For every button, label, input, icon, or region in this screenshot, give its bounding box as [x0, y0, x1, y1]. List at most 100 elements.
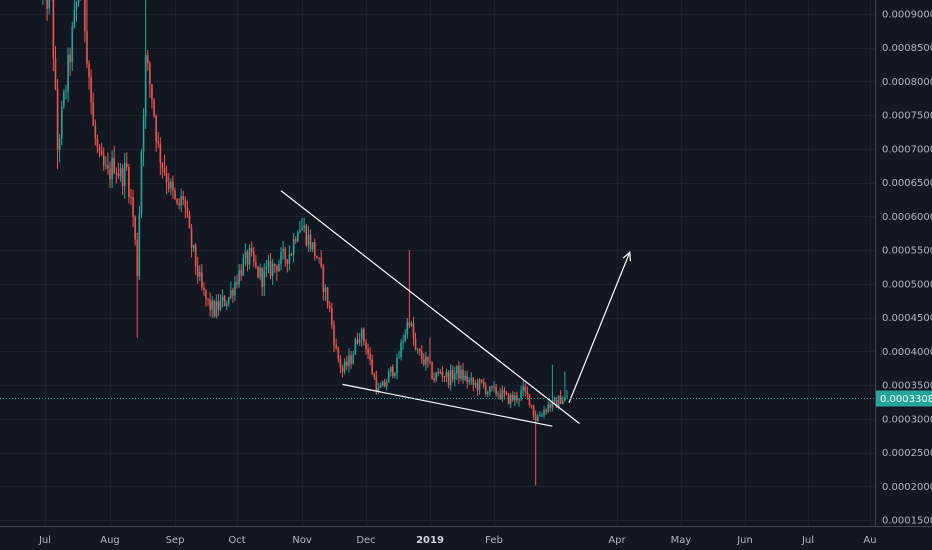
- candle-body: [58, 139, 61, 150]
- candle-body: [425, 356, 427, 365]
- candle-body: [276, 266, 278, 272]
- candle-body: [167, 182, 170, 189]
- candle-body: [410, 323, 413, 326]
- candle-body: [284, 248, 287, 260]
- candle-body: [140, 152, 143, 214]
- candle-body: [211, 300, 213, 311]
- candle-body: [184, 199, 187, 208]
- candle-body: [69, 54, 71, 62]
- candle-body: [63, 91, 65, 107]
- candle-body: [514, 395, 516, 401]
- candle-body: [172, 181, 174, 191]
- candle-body: [433, 378, 435, 381]
- candle-body: [307, 234, 310, 245]
- candle-body: [394, 373, 396, 377]
- candle-body: [522, 386, 524, 391]
- candle-body: [282, 248, 284, 252]
- candle-body: [92, 102, 95, 126]
- candle-body: [52, 0, 55, 59]
- candle-body: [466, 375, 468, 383]
- price-tick-label: 0.0006500: [882, 178, 932, 189]
- candle-body: [230, 289, 232, 298]
- candle-body: [73, 9, 76, 27]
- candle-body: [265, 266, 268, 269]
- candle-body: [360, 329, 363, 340]
- candle-body: [474, 383, 477, 385]
- candle-body: [472, 378, 475, 385]
- candle-body: [400, 342, 402, 358]
- time-tick-label: Jul: [801, 535, 814, 546]
- candle-body: [213, 300, 216, 317]
- price-tick-label: 0.0003000: [882, 414, 932, 425]
- candle-body: [311, 242, 314, 250]
- candle-body: [252, 251, 255, 263]
- time-tick-label: May: [671, 535, 692, 546]
- candle-body: [331, 308, 333, 325]
- candle-body: [178, 203, 180, 206]
- time-tick-label: Dec: [356, 535, 375, 546]
- trendline[interactable]: [280, 190, 580, 424]
- candle-body: [547, 404, 550, 412]
- candle-body: [314, 242, 316, 257]
- price-tick-label: 0.0008000: [882, 77, 932, 88]
- candle-body: [377, 387, 380, 392]
- candle-body: [54, 58, 57, 89]
- candle-body: [534, 415, 537, 422]
- candle-body: [248, 248, 251, 265]
- candle-body: [328, 305, 331, 309]
- candle-body: [543, 409, 545, 416]
- candle-body: [280, 251, 282, 264]
- candle-body: [125, 163, 128, 167]
- candle-body: [88, 63, 90, 78]
- candle-body: [487, 391, 489, 394]
- candle-body: [322, 266, 325, 293]
- arrow-line[interactable]: [568, 251, 631, 403]
- arrow-head-icon[interactable]: [622, 250, 631, 262]
- price-tick-label: 0.0009000: [882, 10, 932, 21]
- candle-body: [365, 341, 367, 350]
- candle-body: [551, 400, 554, 409]
- candle-body: [138, 213, 141, 277]
- price-tick-label: 0.0007500: [882, 111, 932, 122]
- candle-body: [482, 381, 485, 386]
- candle-body: [257, 266, 259, 278]
- candle-body: [96, 138, 99, 147]
- candle-body: [165, 172, 168, 183]
- candle-body: [205, 289, 207, 299]
- candle-body: [501, 390, 504, 399]
- trendline[interactable]: [342, 383, 553, 427]
- price-axis[interactable]: 0.0009000 0.0008500 0.0008000 0.0007500 0.00…: [882, 10, 932, 527]
- candle-body: [149, 63, 151, 85]
- candle-body: [324, 287, 327, 293]
- candle-body: [151, 84, 153, 100]
- candle-body: [278, 263, 280, 272]
- candle-body: [136, 239, 139, 277]
- candle-body: [267, 260, 270, 267]
- candle-body: [536, 416, 539, 422]
- time-axis[interactable]: Jul Aug Sep Oct Nov Dec 2019 Feb Apr May Jun Jul Au: [38, 535, 877, 546]
- candle-body: [439, 372, 442, 374]
- candle-body: [60, 106, 63, 140]
- candle-body: [86, 31, 88, 64]
- candle-body: [107, 164, 109, 169]
- time-tick-label: Sep: [166, 535, 185, 546]
- candle-body: [320, 257, 322, 267]
- candle-body: [530, 404, 533, 406]
- candle-body: [146, 54, 149, 64]
- drawings[interactable]: [280, 190, 631, 427]
- candle-body: [437, 372, 440, 374]
- time-tick-label: Feb: [485, 535, 503, 546]
- candle-body: [90, 77, 92, 103]
- candle-body: [46, 0, 48, 9]
- candle-body: [462, 369, 464, 380]
- candle-body: [180, 195, 182, 206]
- candle-body: [491, 386, 493, 388]
- candle-body: [435, 373, 437, 381]
- candle-body: [557, 395, 560, 408]
- price-tick-label: 0.0002500: [882, 448, 932, 459]
- time-tick-label: Aug: [100, 535, 120, 546]
- candle-body: [238, 269, 240, 285]
- candle-body: [402, 340, 404, 343]
- candle-body: [294, 239, 297, 242]
